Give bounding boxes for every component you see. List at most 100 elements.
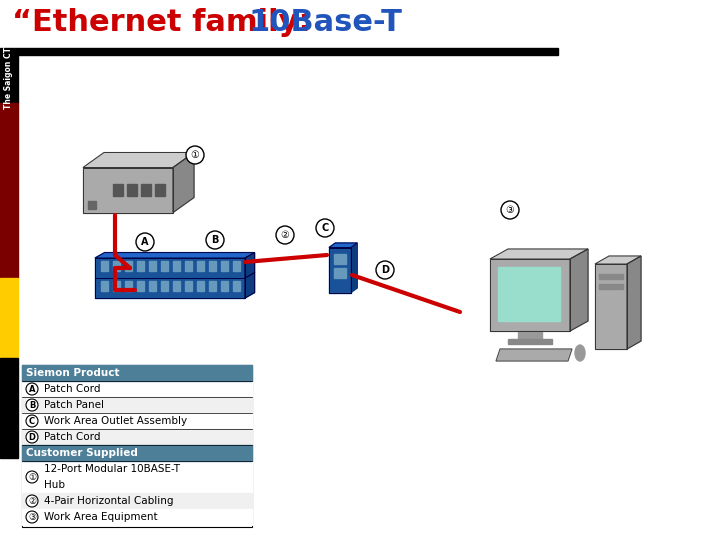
Circle shape — [26, 511, 38, 523]
Polygon shape — [490, 249, 588, 259]
Text: B: B — [211, 235, 219, 245]
Bar — [125, 281, 132, 291]
Bar — [22, 365, 252, 527]
Bar — [197, 261, 204, 271]
Bar — [22, 493, 252, 509]
Bar — [498, 267, 560, 321]
Bar — [197, 281, 204, 291]
Bar — [137, 261, 144, 271]
Bar — [127, 184, 137, 196]
Bar — [0, 358, 18, 458]
Circle shape — [376, 261, 394, 279]
Polygon shape — [95, 258, 245, 278]
Bar — [0, 278, 18, 358]
Bar — [22, 397, 252, 413]
Circle shape — [316, 219, 334, 237]
Bar — [149, 281, 156, 291]
Circle shape — [206, 231, 224, 249]
Text: 12-Port Modular 10BASE-T: 12-Port Modular 10BASE-T — [44, 464, 180, 474]
Bar — [599, 284, 623, 289]
Text: 4-Pair Horizontal Cabling: 4-Pair Horizontal Cabling — [44, 496, 174, 506]
Ellipse shape — [575, 345, 585, 361]
Circle shape — [26, 495, 38, 507]
Text: Patch Panel: Patch Panel — [44, 400, 104, 410]
Polygon shape — [95, 253, 255, 258]
Text: Siemon Product: Siemon Product — [26, 368, 120, 378]
Bar — [101, 261, 108, 271]
Text: ①: ① — [191, 150, 199, 160]
Text: Hub: Hub — [44, 480, 65, 490]
Circle shape — [26, 415, 38, 427]
Bar — [22, 365, 252, 381]
Bar — [88, 200, 96, 208]
Bar — [221, 261, 228, 271]
Circle shape — [276, 226, 294, 244]
Polygon shape — [595, 256, 641, 264]
Bar — [173, 261, 180, 271]
Bar — [518, 331, 542, 339]
Text: Work Area Outlet Assembly: Work Area Outlet Assembly — [44, 416, 187, 426]
Bar — [137, 281, 144, 291]
Text: A: A — [29, 384, 35, 394]
Bar — [113, 261, 120, 271]
Bar — [185, 261, 192, 271]
Bar — [22, 413, 252, 429]
Bar — [125, 261, 132, 271]
Polygon shape — [83, 167, 173, 213]
Bar — [173, 281, 180, 291]
Bar — [209, 281, 216, 291]
Bar — [22, 509, 252, 525]
Bar — [113, 184, 123, 196]
Text: D: D — [29, 433, 35, 442]
Bar — [209, 261, 216, 271]
Bar — [334, 267, 346, 278]
Bar — [113, 281, 120, 291]
Circle shape — [186, 146, 204, 164]
Text: “Ethernet family:: “Ethernet family: — [12, 8, 321, 37]
Bar — [0, 103, 18, 278]
Polygon shape — [490, 259, 570, 331]
Polygon shape — [351, 243, 357, 293]
Text: Patch Cord: Patch Cord — [44, 432, 101, 442]
Text: B: B — [29, 401, 35, 409]
Bar — [161, 261, 168, 271]
Text: C: C — [321, 223, 328, 233]
Text: 10Base-T: 10Base-T — [248, 8, 402, 37]
Bar — [221, 281, 228, 291]
Text: The Saigon CTT: The Saigon CTT — [4, 42, 14, 109]
Text: Patch Cord: Patch Cord — [44, 384, 101, 394]
Text: Customer Supplied: Customer Supplied — [26, 448, 138, 458]
Circle shape — [136, 233, 154, 251]
Circle shape — [26, 471, 38, 483]
Polygon shape — [95, 278, 245, 298]
Text: ②: ② — [28, 496, 36, 505]
Text: ③: ③ — [28, 512, 36, 522]
Text: Work Area Equipment: Work Area Equipment — [44, 512, 158, 522]
Bar — [0, 48, 18, 103]
Polygon shape — [329, 243, 357, 247]
Text: ②: ② — [281, 230, 289, 240]
Text: ③: ③ — [505, 205, 514, 215]
Polygon shape — [173, 152, 194, 213]
Circle shape — [26, 399, 38, 411]
Polygon shape — [496, 349, 572, 361]
Bar — [233, 261, 240, 271]
Bar — [22, 461, 252, 493]
Bar — [599, 274, 623, 279]
Text: C: C — [29, 416, 35, 426]
Bar — [508, 339, 552, 344]
Bar — [149, 261, 156, 271]
Polygon shape — [595, 264, 627, 349]
Circle shape — [26, 431, 38, 443]
Text: D: D — [381, 265, 389, 275]
Polygon shape — [627, 256, 641, 349]
Bar — [233, 281, 240, 291]
Bar — [141, 184, 151, 196]
Circle shape — [501, 201, 519, 219]
Bar — [155, 184, 165, 196]
Bar — [101, 281, 108, 291]
Polygon shape — [245, 253, 255, 278]
Bar — [185, 281, 192, 291]
Polygon shape — [83, 152, 194, 167]
Bar — [22, 381, 252, 397]
